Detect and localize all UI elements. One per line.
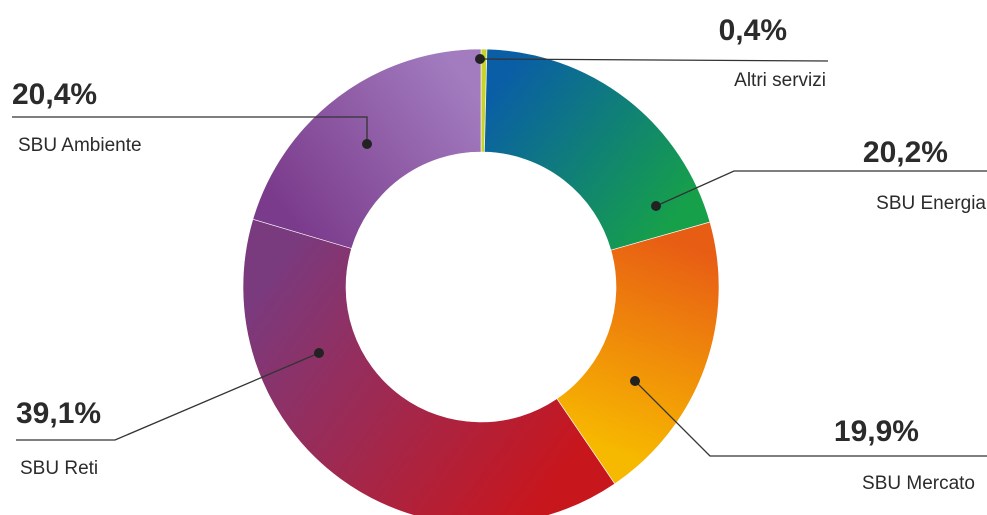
category-label-sbu-ambiente: SBU Ambiente	[18, 135, 142, 156]
value-label-sbu-energia: 20,2%	[863, 136, 948, 169]
chart-slices	[242, 48, 720, 515]
annotation-sbu-ambiente: 20,4% SBU Ambiente	[12, 78, 372, 156]
leader-line-sbu-reti	[16, 352, 320, 441]
annotation-sbu-energia: 20,2% SBU Energia	[651, 136, 987, 214]
category-label-sbu-reti: SBU Reti	[20, 458, 98, 479]
value-label-sbu-reti: 39,1%	[16, 397, 101, 430]
annotation-sbu-reti: 39,1% SBU Reti	[16, 348, 324, 479]
category-label-sbu-energia: SBU Energia	[876, 193, 986, 214]
leader-dot-sbu-ambiente	[362, 139, 372, 149]
leader-line-sbu-energia	[655, 170, 987, 207]
category-label-sbu-mercato: SBU Mercato	[862, 473, 975, 494]
leader-line-sbu-mercato	[634, 380, 987, 457]
leader-dot-sbu-mercato	[630, 376, 640, 386]
value-label-altri-servizi: 0,4%	[719, 14, 787, 47]
slice-sbu-reti	[242, 218, 616, 515]
leader-dot-altri-servizi	[475, 54, 485, 64]
annotation-sbu-mercato: 19,9% SBU Mercato	[630, 376, 987, 494]
value-label-sbu-mercato: 19,9%	[834, 415, 919, 448]
leader-dot-sbu-energia	[651, 201, 661, 211]
leader-line-sbu-ambiente	[12, 116, 368, 144]
slice-sbu-mercato	[556, 221, 720, 485]
slice-sbu-energia	[484, 48, 711, 251]
category-label-altri-servizi: Altri servizi	[734, 70, 826, 91]
annotation-altri-servizi: 0,4% Altri servizi	[475, 14, 829, 91]
value-label-sbu-ambiente: 20,4%	[12, 78, 97, 111]
leader-line-altri-servizi	[479, 58, 829, 62]
chart-annotations: 0,4% Altri servizi 20,2% SBU Energia 19,…	[12, 14, 987, 494]
leader-dot-sbu-reti	[314, 348, 324, 358]
